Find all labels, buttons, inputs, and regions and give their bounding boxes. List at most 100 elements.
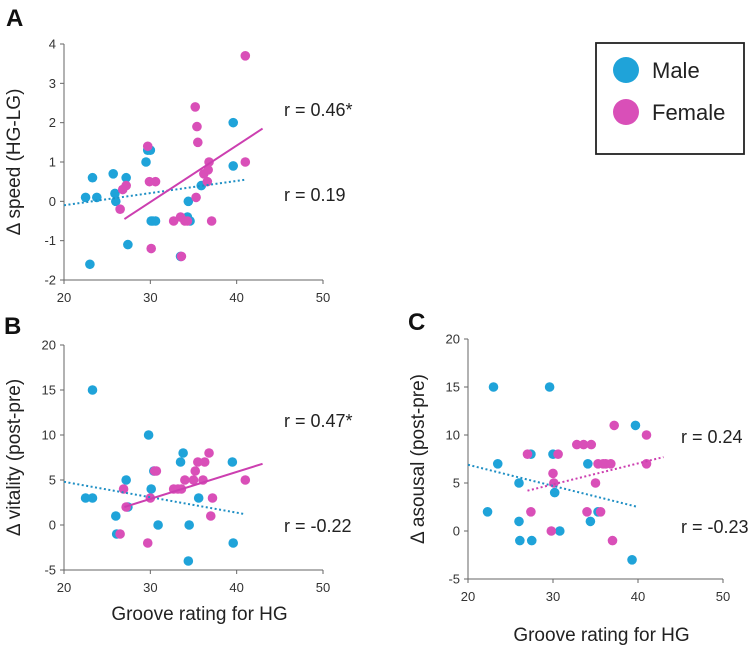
- legend: Male Female: [595, 42, 745, 155]
- data-point-female: [151, 466, 162, 476]
- data-point-female: [606, 459, 616, 469]
- data-point-male: [526, 535, 537, 546]
- y-tick-label: -5: [448, 572, 460, 587]
- data-point-female: [188, 475, 199, 485]
- data-point-male: [514, 516, 524, 527]
- y-tick-label: -2: [44, 273, 56, 288]
- y-tick-label: 20: [42, 338, 56, 353]
- data-point-male: [183, 196, 194, 207]
- data-point-male: [153, 520, 163, 530]
- data-point-male: [150, 216, 161, 226]
- y-tick-label: 10: [446, 428, 460, 443]
- trendline-male: [63, 178, 246, 207]
- data-point-male: [178, 448, 188, 458]
- data-point-female: [142, 538, 153, 548]
- data-point-female: [202, 176, 213, 187]
- data-point-male: [121, 475, 131, 485]
- data-point-male: [183, 556, 194, 566]
- data-point-male: [184, 520, 194, 530]
- y-tick-label: 0: [49, 518, 56, 533]
- y-axis-label: Δ asousal (post-pre): [408, 374, 429, 544]
- y-tick-label: 15: [446, 380, 460, 395]
- data-point-male: [92, 192, 102, 203]
- data-point-male: [108, 169, 119, 179]
- data-point-female: [240, 475, 251, 485]
- x-tick-label: 50: [716, 589, 730, 604]
- y-tick-label: 4: [49, 37, 56, 52]
- data-point-male: [143, 430, 154, 440]
- chart-panel-a: -2 -1 0 1 2 3 4 20 30 40 50 Δ speed (HG-LG) r = 0.46…: [4, 37, 353, 306]
- data-point-male: [123, 239, 133, 250]
- x-tick-label: 40: [631, 589, 645, 604]
- data-point-female: [204, 448, 214, 458]
- panel-label-c: C: [408, 309, 425, 336]
- data-point-male: [515, 535, 525, 546]
- data-point-male: [549, 487, 560, 498]
- data-point-female: [121, 180, 131, 191]
- data-point-male: [488, 382, 499, 392]
- y-tick-label: 20: [446, 332, 460, 347]
- panel-label-a: A: [6, 5, 23, 32]
- data-point-male: [141, 157, 151, 167]
- r-annotation-male: r = -0.23: [681, 517, 749, 537]
- trendline-female: [123, 127, 264, 220]
- data-point-female: [150, 176, 161, 187]
- data-point-female: [546, 526, 557, 536]
- data-point-male: [80, 192, 91, 203]
- data-point-male: [193, 493, 204, 503]
- data-point-female: [118, 484, 129, 494]
- y-tick-label: 0: [49, 194, 56, 209]
- chart-panel-b: -5 0 5 10 15 20 20 30 40 50 Δ vitality (post-pre) G…: [4, 338, 353, 626]
- data-point-male: [228, 538, 239, 548]
- y-tick-label: 3: [49, 76, 56, 91]
- data-point-female: [193, 137, 203, 148]
- data-point-female: [182, 216, 193, 226]
- y-tick-label: 15: [42, 383, 56, 398]
- trendline-male: [467, 463, 639, 508]
- data-point-male: [585, 516, 596, 527]
- data-point-male: [87, 172, 98, 183]
- data-point-male: [630, 420, 641, 431]
- data-point-female: [191, 192, 201, 203]
- x-tick-label: 50: [316, 580, 330, 595]
- data-point-male: [492, 459, 503, 469]
- x-tick-label: 20: [461, 589, 475, 604]
- data-point-female: [582, 507, 592, 517]
- chart-panel-c: -5 0 5 10 15 20 20 30 40 50 Δ asousal (post-pre) Gr…: [408, 332, 749, 647]
- data-point-male: [87, 493, 98, 503]
- y-tick-label: -1: [44, 233, 56, 248]
- data-point-female: [190, 102, 201, 112]
- trendline-female: [124, 462, 263, 508]
- x-tick-label: 40: [229, 580, 243, 595]
- data-point-female: [572, 439, 582, 450]
- r-annotation-female: r = 0.24: [681, 427, 743, 447]
- data-point-male: [146, 484, 156, 494]
- data-point-female: [203, 165, 213, 175]
- x-tick-label: 20: [57, 290, 71, 305]
- data-point-female: [609, 420, 619, 431]
- data-point-female: [641, 459, 652, 469]
- data-point-female: [207, 493, 218, 503]
- data-point-female: [180, 475, 190, 485]
- data-point-male: [555, 526, 565, 536]
- data-point-male: [583, 459, 593, 469]
- x-tick-label: 30: [546, 589, 560, 604]
- data-point-female: [607, 535, 618, 546]
- data-point-male: [87, 385, 98, 395]
- legend-marker-female: [613, 99, 639, 125]
- data-point-female: [641, 430, 652, 440]
- legend-label-female: Female: [652, 100, 725, 125]
- legend-marker-male: [613, 57, 639, 83]
- r-annotation-female: r = 0.47*: [284, 411, 353, 431]
- data-point-female: [190, 466, 201, 476]
- trendline-male: [63, 480, 246, 516]
- data-point-male: [110, 188, 120, 199]
- data-point-female: [586, 439, 597, 450]
- data-point-female: [526, 507, 536, 517]
- data-point-female: [240, 51, 251, 61]
- data-point-female: [146, 243, 156, 254]
- data-point-female: [590, 478, 601, 488]
- data-point-male: [228, 117, 239, 128]
- data-point-female: [115, 529, 125, 539]
- data-point-male: [121, 172, 131, 183]
